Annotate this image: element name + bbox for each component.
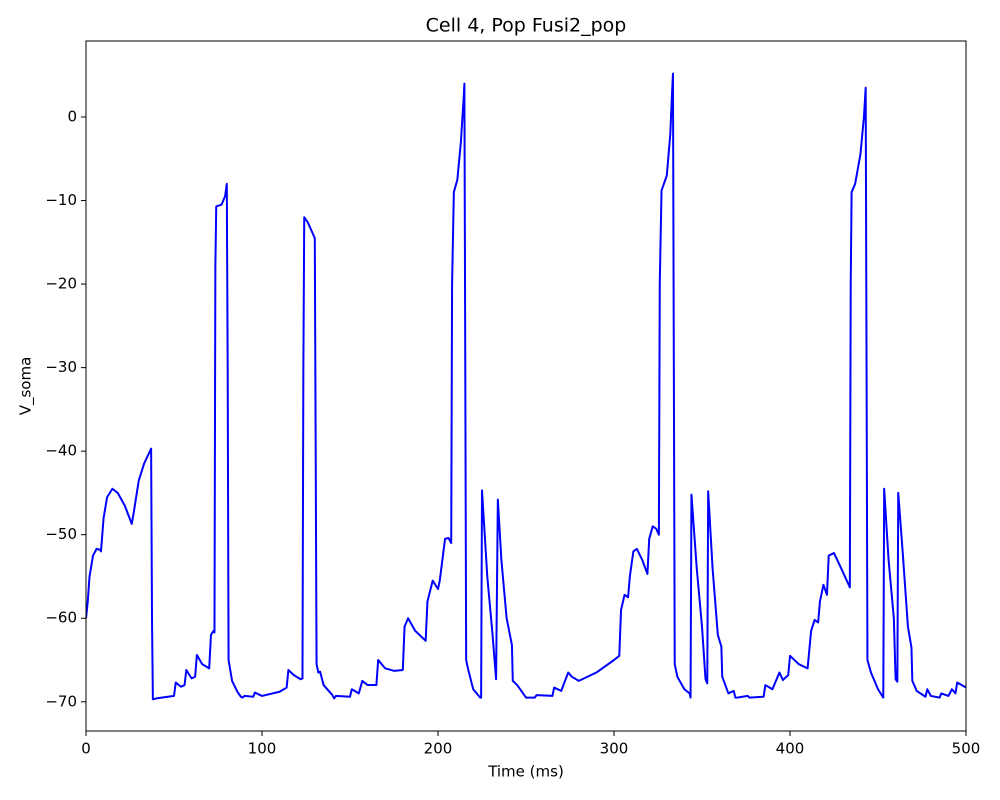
y-tick-label: −10 xyxy=(45,191,77,209)
x-tick-label: 100 xyxy=(248,740,277,758)
x-tick-label: 0 xyxy=(81,740,91,758)
y-tick-label: −50 xyxy=(45,525,77,543)
x-tick-label: 400 xyxy=(776,740,805,758)
y-tick-label: 0 xyxy=(67,108,77,126)
chart-title: Cell 4, Pop Fusi2_pop xyxy=(426,15,627,37)
x-tick-label: 500 xyxy=(952,740,981,758)
y-tick-label: −60 xyxy=(45,609,77,627)
data-line xyxy=(86,72,966,701)
y-tick-label: −20 xyxy=(45,275,77,293)
x-tick-label: 300 xyxy=(600,740,629,758)
x-tick-label: 200 xyxy=(424,740,453,758)
y-tick-label: −40 xyxy=(45,442,77,460)
plot-frame xyxy=(85,40,967,732)
y-axis-label: V_soma xyxy=(17,357,36,416)
y-tick-label: −30 xyxy=(45,358,77,376)
y-tick-label: −70 xyxy=(45,692,77,710)
x-axis-label: Time (ms) xyxy=(487,763,564,781)
